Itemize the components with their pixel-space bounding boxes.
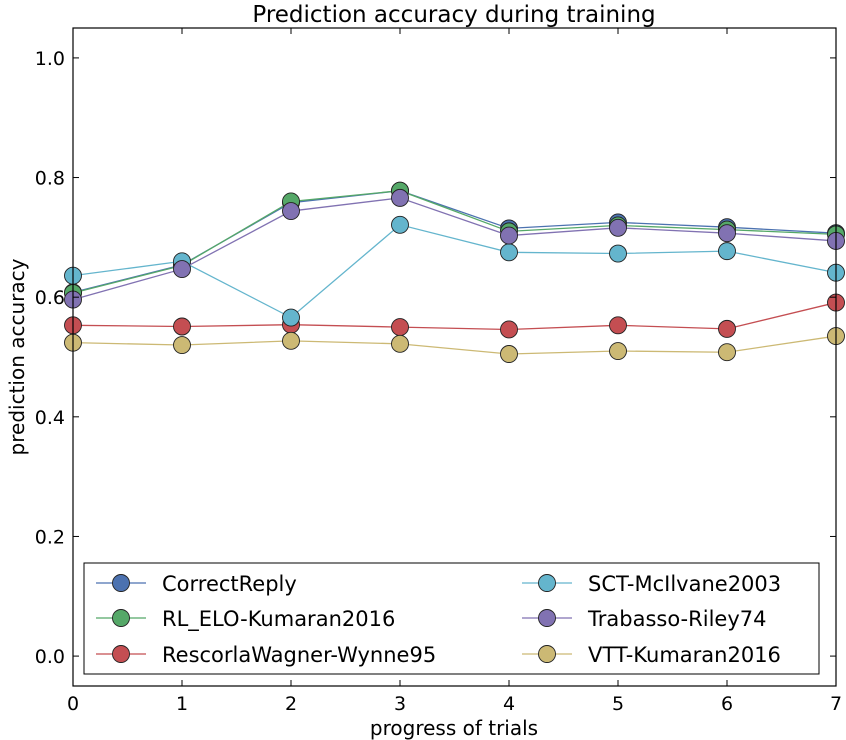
- legend-item: VTT-Kumaran2016: [522, 643, 781, 667]
- data-point: [282, 331, 300, 350]
- legend-label: CorrectReply: [162, 572, 297, 596]
- series-line: [72, 197, 837, 301]
- series-line: [72, 224, 837, 319]
- y-tick-label: 0.8: [35, 168, 65, 190]
- legend: CorrectReply RL_ELO-Kumaran2016 RescorlaWa…: [83, 562, 820, 675]
- data-point: [391, 334, 409, 353]
- data-point: [173, 336, 191, 354]
- data-point: [609, 342, 627, 360]
- plot-frame: [72, 27, 837, 687]
- legend-label: RL_ELO-Kumaran2016: [162, 607, 395, 632]
- data-point: [609, 316, 627, 335]
- tick-layer: 0 1 2 3 4 5 6 7 0.0 0.2 0.4 0.6 0.8 1.0: [35, 28, 842, 715]
- data-point: [391, 215, 409, 234]
- legend-marker: [538, 645, 556, 663]
- x-tick-label: 0: [67, 693, 79, 715]
- data-point: [282, 308, 300, 327]
- data-point: [718, 319, 736, 338]
- legend-item: RL_ELO-Kumaran2016: [96, 607, 395, 632]
- data-point: [609, 244, 627, 263]
- x-tick-label: 7: [830, 693, 842, 715]
- data-point: [173, 317, 191, 336]
- data-point: [391, 318, 409, 337]
- legend-item: Trabasso-Riley74: [522, 607, 766, 631]
- chart-title: Prediction accuracy during training: [252, 2, 655, 28]
- x-tick-label: 6: [721, 693, 733, 715]
- legend-label: Trabasso-Riley74: [587, 607, 766, 631]
- data-point: [500, 320, 518, 339]
- series-line: [72, 335, 837, 355]
- data-point: [500, 243, 518, 262]
- y-tick-label: 1.0: [35, 48, 65, 70]
- data-point: [391, 188, 409, 207]
- data-point: [500, 345, 518, 363]
- legend-frame: [83, 562, 820, 675]
- data-point: [500, 226, 518, 245]
- y-tick-label: 0.6: [35, 287, 65, 309]
- y-tick-label: 0.4: [35, 407, 65, 429]
- legend-label: SCT-McIlvane2003: [588, 572, 781, 596]
- y-axis-label: prediction accuracy: [5, 258, 29, 455]
- x-tick-label: 2: [285, 693, 297, 715]
- series-4: [64, 188, 845, 309]
- data-point: [718, 242, 736, 261]
- y-tick-label: 0.2: [35, 526, 65, 548]
- data-point: [282, 202, 300, 220]
- legend-item: CorrectReply: [96, 572, 297, 596]
- legend-marker: [538, 609, 556, 627]
- legend-item: RescorlaWagner-Wynne95: [96, 643, 436, 667]
- x-tick-label: 5: [612, 693, 624, 715]
- legend-marker: [112, 645, 130, 663]
- series-line: [72, 301, 837, 331]
- x-tick-label: 3: [394, 693, 406, 715]
- legend-label: RescorlaWagner-Wynne95: [162, 643, 436, 667]
- legend-label: VTT-Kumaran2016: [588, 643, 781, 667]
- data-point: [609, 218, 627, 237]
- series-line: [72, 190, 837, 294]
- data-point: [173, 260, 191, 279]
- legend-marker: [112, 609, 130, 627]
- x-axis-label: progress of trials: [370, 716, 538, 740]
- x-tick-label: 1: [176, 693, 188, 715]
- legend-marker: [112, 574, 130, 592]
- legend-marker: [538, 574, 556, 592]
- y-tick-label: 0.0: [35, 646, 65, 668]
- legend-item: SCT-McIlvane2003: [522, 572, 781, 596]
- data-point: [718, 224, 736, 243]
- x-tick-label: 4: [503, 693, 515, 715]
- data-point: [718, 343, 736, 362]
- series-layer: [64, 181, 845, 363]
